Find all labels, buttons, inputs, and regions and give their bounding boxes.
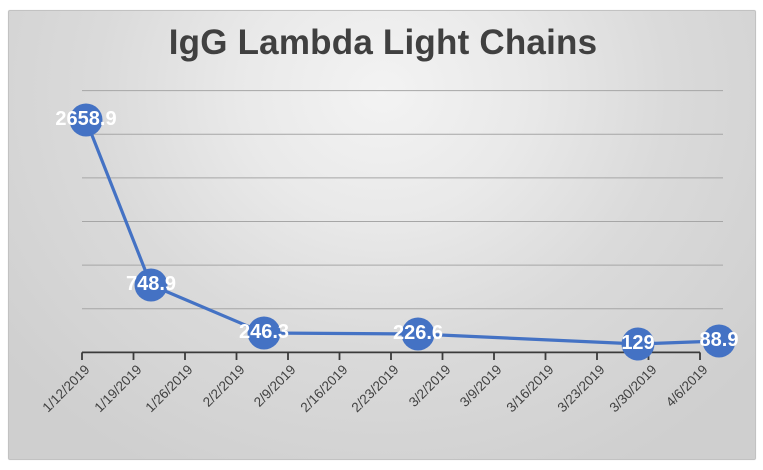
svg-text:748.9: 748.9 (126, 273, 176, 295)
svg-text:226.6: 226.6 (393, 322, 443, 344)
svg-text:246.3: 246.3 (239, 321, 289, 343)
svg-text:2658.9: 2658.9 (55, 108, 116, 130)
svg-text:129: 129 (621, 332, 654, 354)
svg-text:88.9: 88.9 (700, 329, 739, 351)
